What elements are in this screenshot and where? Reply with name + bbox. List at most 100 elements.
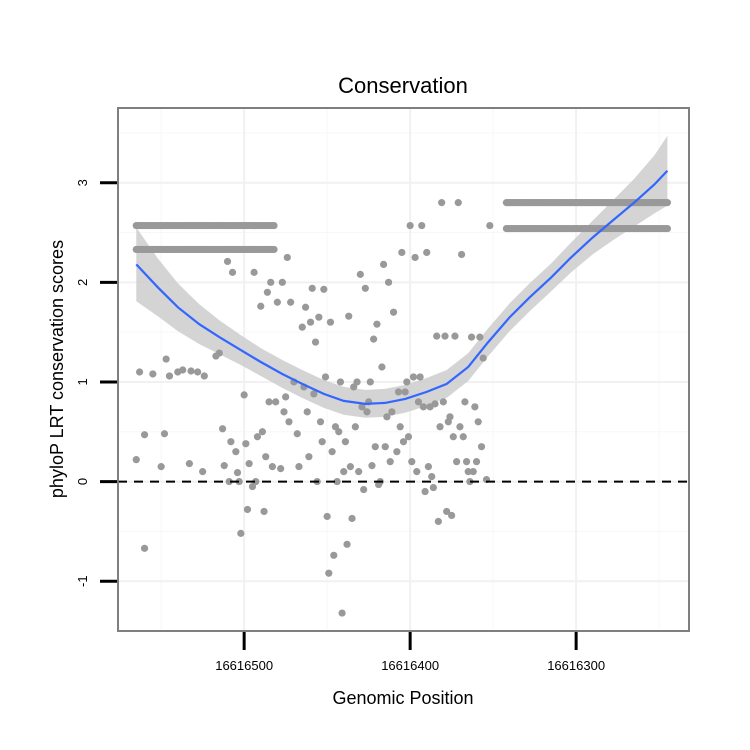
data-point xyxy=(320,286,327,293)
data-point xyxy=(448,512,455,519)
data-point xyxy=(410,373,417,380)
data-point xyxy=(370,336,377,343)
data-point xyxy=(372,443,379,450)
data-point xyxy=(355,468,362,475)
data-point xyxy=(352,423,359,430)
data-point xyxy=(343,541,350,548)
data-point xyxy=(450,433,457,440)
data-point xyxy=(398,249,405,256)
data-point xyxy=(149,370,156,377)
data-point xyxy=(342,438,349,445)
data-point xyxy=(284,254,291,261)
data-point xyxy=(216,349,223,356)
data-point xyxy=(463,458,470,465)
data-point xyxy=(166,372,173,379)
data-point xyxy=(194,368,201,375)
data-point xyxy=(418,222,425,229)
data-point xyxy=(324,513,331,520)
data-point xyxy=(385,279,392,286)
data-point xyxy=(455,199,462,206)
data-point xyxy=(446,413,453,420)
data-point xyxy=(468,334,475,341)
data-point xyxy=(470,468,477,475)
data-point xyxy=(436,423,443,430)
data-point xyxy=(294,430,301,437)
data-point xyxy=(416,373,423,380)
data-point xyxy=(307,319,314,326)
data-point xyxy=(259,428,266,435)
data-point xyxy=(460,433,467,440)
y-axis-title: phyloP LRT conservation scores xyxy=(47,240,67,498)
data-point xyxy=(395,388,402,395)
data-point xyxy=(262,453,269,460)
chart-title: Conservation xyxy=(338,73,468,98)
data-point xyxy=(317,418,324,425)
data-point xyxy=(264,289,271,296)
data-point xyxy=(141,431,148,438)
data-point xyxy=(345,313,352,320)
data-point xyxy=(201,372,208,379)
data-point xyxy=(664,225,671,232)
data-point xyxy=(299,324,306,331)
data-point xyxy=(397,423,404,430)
data-point xyxy=(260,508,267,515)
x-tick-label: 16616400 xyxy=(381,658,439,673)
data-point xyxy=(425,463,432,470)
data-point xyxy=(438,199,445,206)
data-point xyxy=(246,460,253,467)
panel-frame xyxy=(118,108,689,631)
data-point xyxy=(480,354,487,361)
data-point xyxy=(340,468,347,475)
data-point xyxy=(237,530,244,537)
data-point xyxy=(322,373,329,380)
data-point xyxy=(433,333,440,340)
data-point xyxy=(402,388,409,395)
data-point xyxy=(279,279,286,286)
data-point xyxy=(421,488,428,495)
data-point xyxy=(435,518,442,525)
y-tick-label: 3 xyxy=(75,179,90,186)
data-point xyxy=(136,368,143,375)
data-point xyxy=(187,367,194,374)
data-point xyxy=(664,199,671,206)
data-point xyxy=(347,463,354,470)
data-point xyxy=(473,458,480,465)
data-point xyxy=(251,269,258,276)
data-point xyxy=(440,398,447,405)
data-point xyxy=(363,408,370,415)
data-point xyxy=(430,484,437,491)
data-point xyxy=(280,408,287,415)
data-point xyxy=(315,314,322,321)
data-point xyxy=(295,463,302,470)
data-point xyxy=(229,269,236,276)
data-point xyxy=(423,249,430,256)
data-point xyxy=(330,552,337,559)
data-point xyxy=(471,403,478,410)
data-point xyxy=(441,333,448,340)
data-point xyxy=(272,398,279,405)
data-point xyxy=(163,355,170,362)
data-point xyxy=(390,309,397,316)
data-point xyxy=(348,515,355,522)
data-point xyxy=(269,463,276,470)
data-point xyxy=(407,222,414,229)
data-point xyxy=(403,378,410,385)
data-point xyxy=(368,462,375,469)
x-axis-title: Genomic Position xyxy=(332,688,473,708)
data-point xyxy=(408,458,415,465)
data-point xyxy=(319,438,326,445)
data-point xyxy=(378,363,385,370)
data-point xyxy=(309,285,316,292)
data-point xyxy=(234,469,241,476)
data-point xyxy=(219,425,226,432)
data-point xyxy=(161,430,168,437)
data-point xyxy=(456,423,463,430)
data-point xyxy=(186,460,193,467)
data-point xyxy=(380,261,387,268)
data-point xyxy=(453,458,460,465)
data-point xyxy=(312,339,319,346)
confidence-band xyxy=(136,136,667,418)
data-point xyxy=(327,319,334,326)
data-point xyxy=(241,391,248,398)
